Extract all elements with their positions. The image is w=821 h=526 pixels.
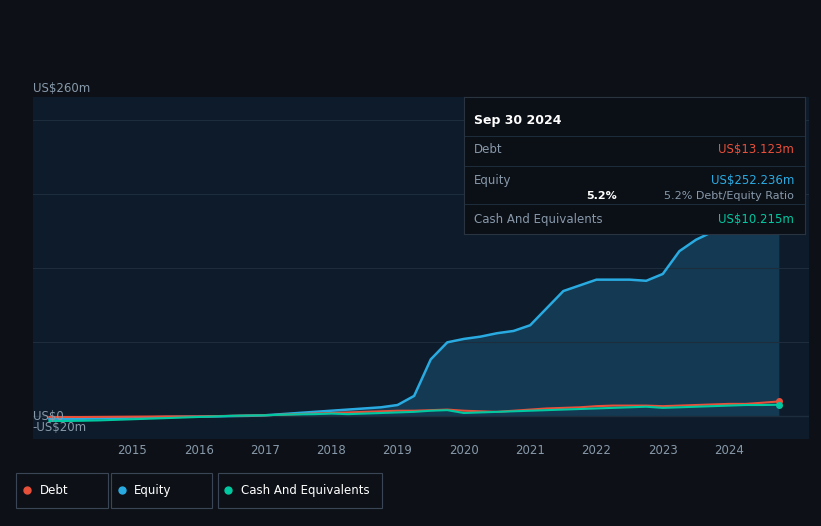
- Text: 5.2%: 5.2%: [586, 191, 617, 201]
- Text: Debt: Debt: [474, 144, 502, 156]
- Text: Equity: Equity: [134, 484, 172, 497]
- Text: Cash And Equivalents: Cash And Equivalents: [474, 213, 603, 226]
- Text: US$260m: US$260m: [33, 82, 90, 95]
- Text: Equity: Equity: [474, 174, 511, 187]
- Text: US$0: US$0: [33, 410, 63, 423]
- Text: Sep 30 2024: Sep 30 2024: [474, 114, 562, 127]
- Text: -US$20m: -US$20m: [33, 421, 87, 434]
- Text: Cash And Equivalents: Cash And Equivalents: [241, 484, 369, 497]
- Text: 5.2% Debt/Equity Ratio: 5.2% Debt/Equity Ratio: [664, 191, 795, 201]
- Text: US$10.215m: US$10.215m: [718, 213, 795, 226]
- Text: US$13.123m: US$13.123m: [718, 144, 795, 156]
- Text: US$252.236m: US$252.236m: [711, 174, 795, 187]
- Text: Debt: Debt: [39, 484, 68, 497]
